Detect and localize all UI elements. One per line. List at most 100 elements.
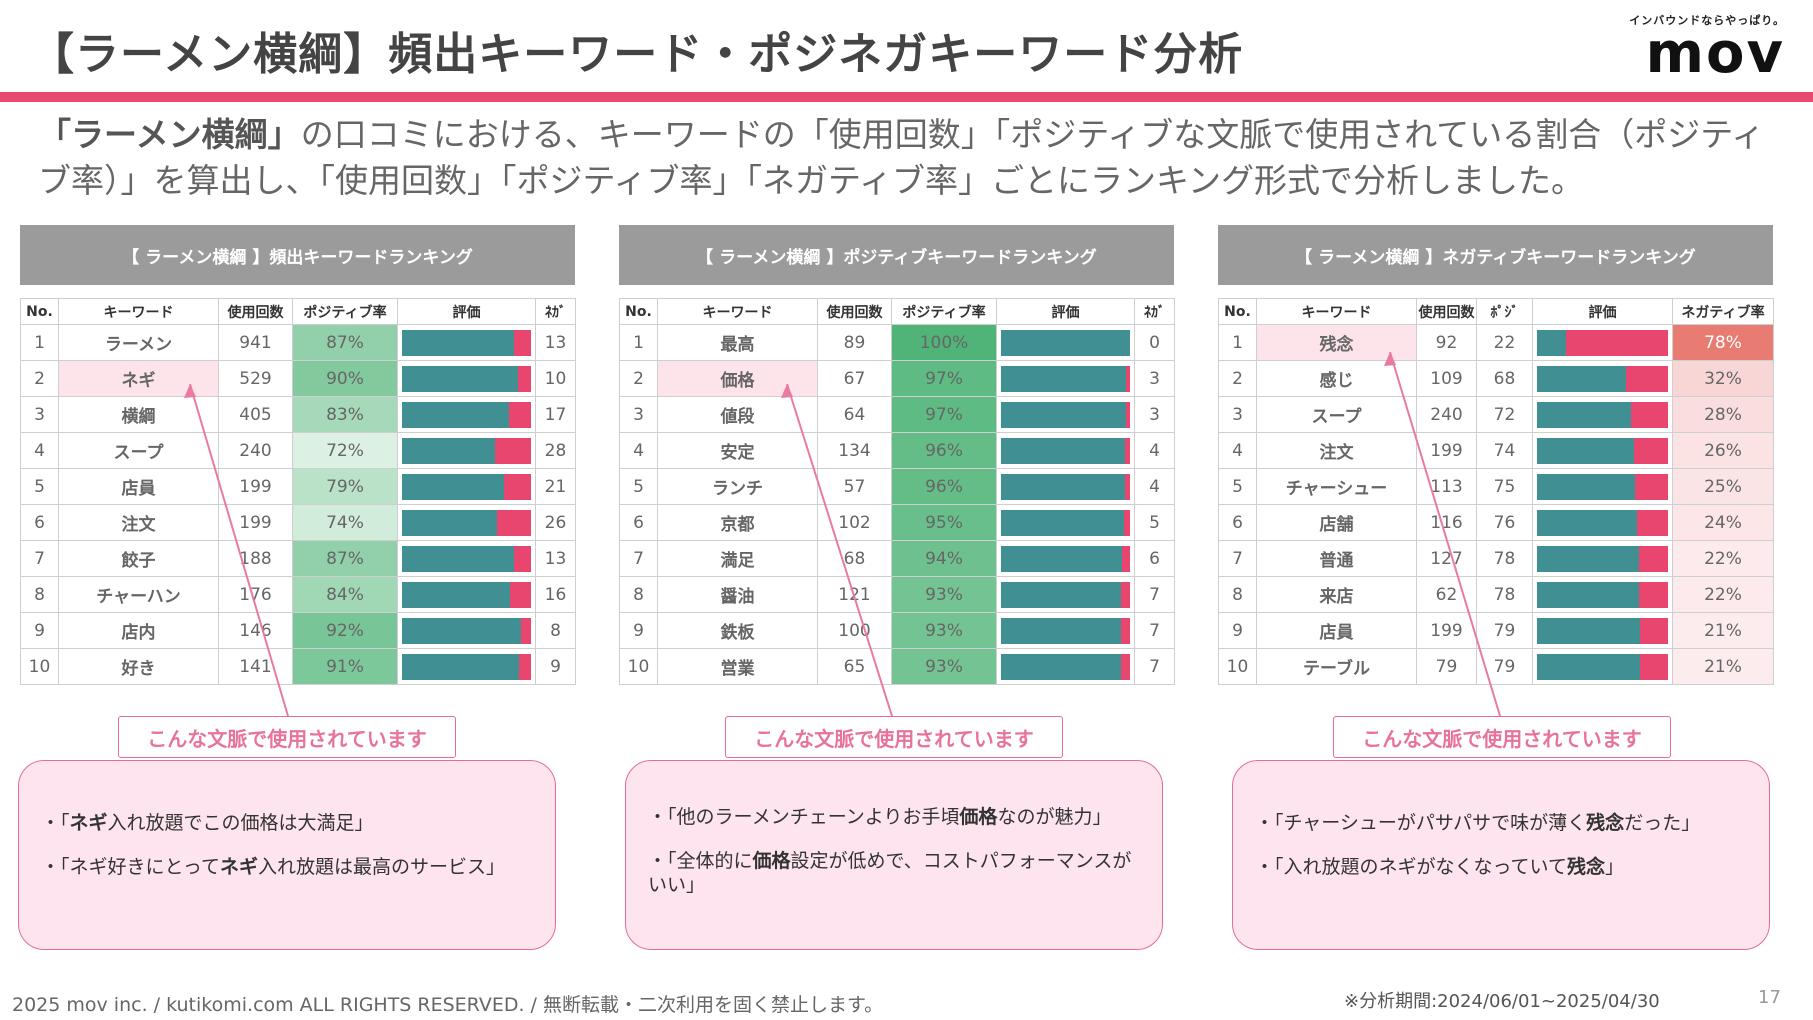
keyword-cell: 好き (58, 648, 219, 685)
rating-bar-negative (1120, 653, 1130, 680)
rating-bar (1537, 581, 1668, 608)
rating-bar-negative (1639, 545, 1668, 572)
ranking-table: No. キーワード 使用回数 ポジティブ率 評価 ﾈｶﾞ 1 最高 89 100% 0 2… (619, 298, 1175, 685)
keyword-cell: チャーハン (58, 576, 219, 613)
col-header: キーワード (657, 298, 818, 325)
table-row: 4 スープ 240 72% 28 (20, 432, 576, 469)
positive-count-cell: 76 (1476, 504, 1533, 541)
count-cell: 127 (1416, 540, 1477, 577)
negative-rate-cell: 25% (1672, 468, 1774, 505)
rating-bar-negative (1635, 473, 1668, 500)
keyword-cell: 鉄板 (657, 612, 818, 649)
rating-bar-positive (402, 617, 521, 644)
pointer-arrowhead (184, 384, 196, 398)
rank-cell: 6 (1218, 504, 1257, 541)
rating-bar-positive (1001, 581, 1121, 608)
rating-bar-negative (1122, 545, 1130, 572)
count-cell: 405 (218, 396, 293, 433)
context-box: ・「他のラーメンチェーンよりお手頃価格なのが魅力」 ・「全体的に価格設定が低めで… (625, 760, 1163, 950)
rating-bar-cell (996, 540, 1135, 577)
negative-count-cell: 8 (535, 612, 576, 649)
keyword-cell: 残念 (1256, 324, 1417, 361)
rating-bar-negative (1120, 581, 1130, 608)
rating-bar (1001, 437, 1130, 464)
rating-bar-cell (996, 648, 1135, 685)
panel-title: 【 ラーメン横綱 】ポジティブキーワードランキング (619, 225, 1174, 285)
table-row: 10 営業 65 93% 7 (619, 648, 1175, 685)
keyword-cell: 満足 (657, 540, 818, 577)
ranking-table: No. キーワード 使用回数 ポジティブ率 評価 ﾈｶﾞ 1 ラーメン 941 87%… (20, 298, 576, 685)
rating-bar (1537, 401, 1668, 428)
rating-bar-negative (520, 617, 531, 644)
rating-bar-negative (1640, 653, 1668, 680)
positive-rate-cell: 91% (292, 648, 398, 685)
rating-bar-cell (1532, 468, 1673, 505)
positive-count-cell: 68 (1476, 360, 1533, 397)
positive-rate-cell: 87% (292, 324, 398, 361)
positive-rate-cell: 72% (292, 432, 398, 469)
rating-bar (402, 473, 531, 500)
rank-cell: 8 (20, 576, 59, 613)
table-row: 2 価格 67 97% 3 (619, 360, 1175, 397)
keyword-cell: 価格 (657, 360, 818, 397)
context-box: ・「ネギ入れ放題でこの価格は大満足」 ・「ネギ好きにとってネギ入れ放題は最高のサ… (18, 760, 556, 950)
table-row: 8 来店 62 78 22% (1218, 576, 1774, 613)
rating-bar-positive (1001, 401, 1127, 428)
keyword-cell: 普通 (1256, 540, 1417, 577)
rating-bar (402, 581, 531, 608)
context-quote: ・「全体的に価格設定が低めで、コストパフォーマンスがいい」 (648, 850, 1132, 896)
rating-bar (1537, 437, 1668, 464)
negative-rate-cell: 24% (1672, 504, 1774, 541)
rating-bar (1537, 329, 1668, 356)
count-cell: 109 (1416, 360, 1477, 397)
table-row: 9 鉄板 100 93% 7 (619, 612, 1175, 649)
rating-bar (1001, 545, 1130, 572)
positive-count-cell: 79 (1476, 612, 1533, 649)
rating-bar-positive (1001, 509, 1124, 536)
rating-bar-cell (397, 324, 536, 361)
count-cell: 941 (218, 324, 293, 361)
rating-bar-negative (514, 329, 531, 356)
col-header: ﾈｶﾞ (1134, 298, 1175, 325)
table-row: 3 スープ 240 72 28% (1218, 396, 1774, 433)
keyword-cell: チャーシュー (1256, 468, 1417, 505)
rating-bar-negative (518, 365, 531, 392)
rating-bar-negative (503, 473, 531, 500)
rating-bar-positive (1537, 437, 1634, 464)
panel-positive: 【 ラーメン横綱 】ポジティブキーワードランキング No. キーワード 使用回数… (619, 225, 1175, 685)
lead-paragraph: 「ラーメン横綱」の口コミにおける、キーワードの「使用回数」「ポジティブな文脈で使… (38, 112, 1778, 204)
rating-bar-positive (402, 365, 519, 392)
keyword-cell: ネギ (58, 360, 219, 397)
table-row: 1 ラーメン 941 87% 13 (20, 324, 576, 361)
context-label: こんな文脈で使用されています (118, 716, 456, 758)
page-title: 【ラーメン横綱】頻出キーワード・ポジネガキーワード分析 (30, 29, 1244, 80)
col-header: ポジティブ率 (292, 298, 398, 325)
rating-bar-positive (402, 401, 510, 428)
table-row: 5 店員 199 79% 21 (20, 468, 576, 505)
negative-count-cell: 3 (1134, 360, 1175, 397)
keyword-cell: 京都 (657, 504, 818, 541)
keyword-cell: 営業 (657, 648, 818, 685)
positive-rate-cell: 93% (891, 648, 997, 685)
table-row: 6 京都 102 95% 5 (619, 504, 1175, 541)
rating-bar-negative (497, 509, 531, 536)
rating-bar-cell (1532, 504, 1673, 541)
keyword-cell: 感じ (1256, 360, 1417, 397)
analysis-period: ※分析期間:2024/06/01~2025/04/30 (1344, 991, 1660, 1012)
rating-bar-negative (1631, 401, 1668, 428)
rating-bar (1537, 545, 1668, 572)
rating-bar (1001, 509, 1130, 536)
count-cell: 102 (817, 504, 892, 541)
rating-bar-positive (402, 437, 495, 464)
keyword-cell: 注文 (58, 504, 219, 541)
rating-bar-cell (1532, 360, 1673, 397)
keyword-cell: 店舗 (1256, 504, 1417, 541)
positive-rate-cell: 87% (292, 540, 398, 577)
count-cell: 68 (817, 540, 892, 577)
rank-cell: 4 (20, 432, 59, 469)
negative-count-cell: 7 (1134, 576, 1175, 613)
rating-bar-negative (514, 545, 531, 572)
count-cell: 199 (1416, 432, 1477, 469)
rating-bar-positive (402, 473, 504, 500)
keyword-cell: テーブル (1256, 648, 1417, 685)
